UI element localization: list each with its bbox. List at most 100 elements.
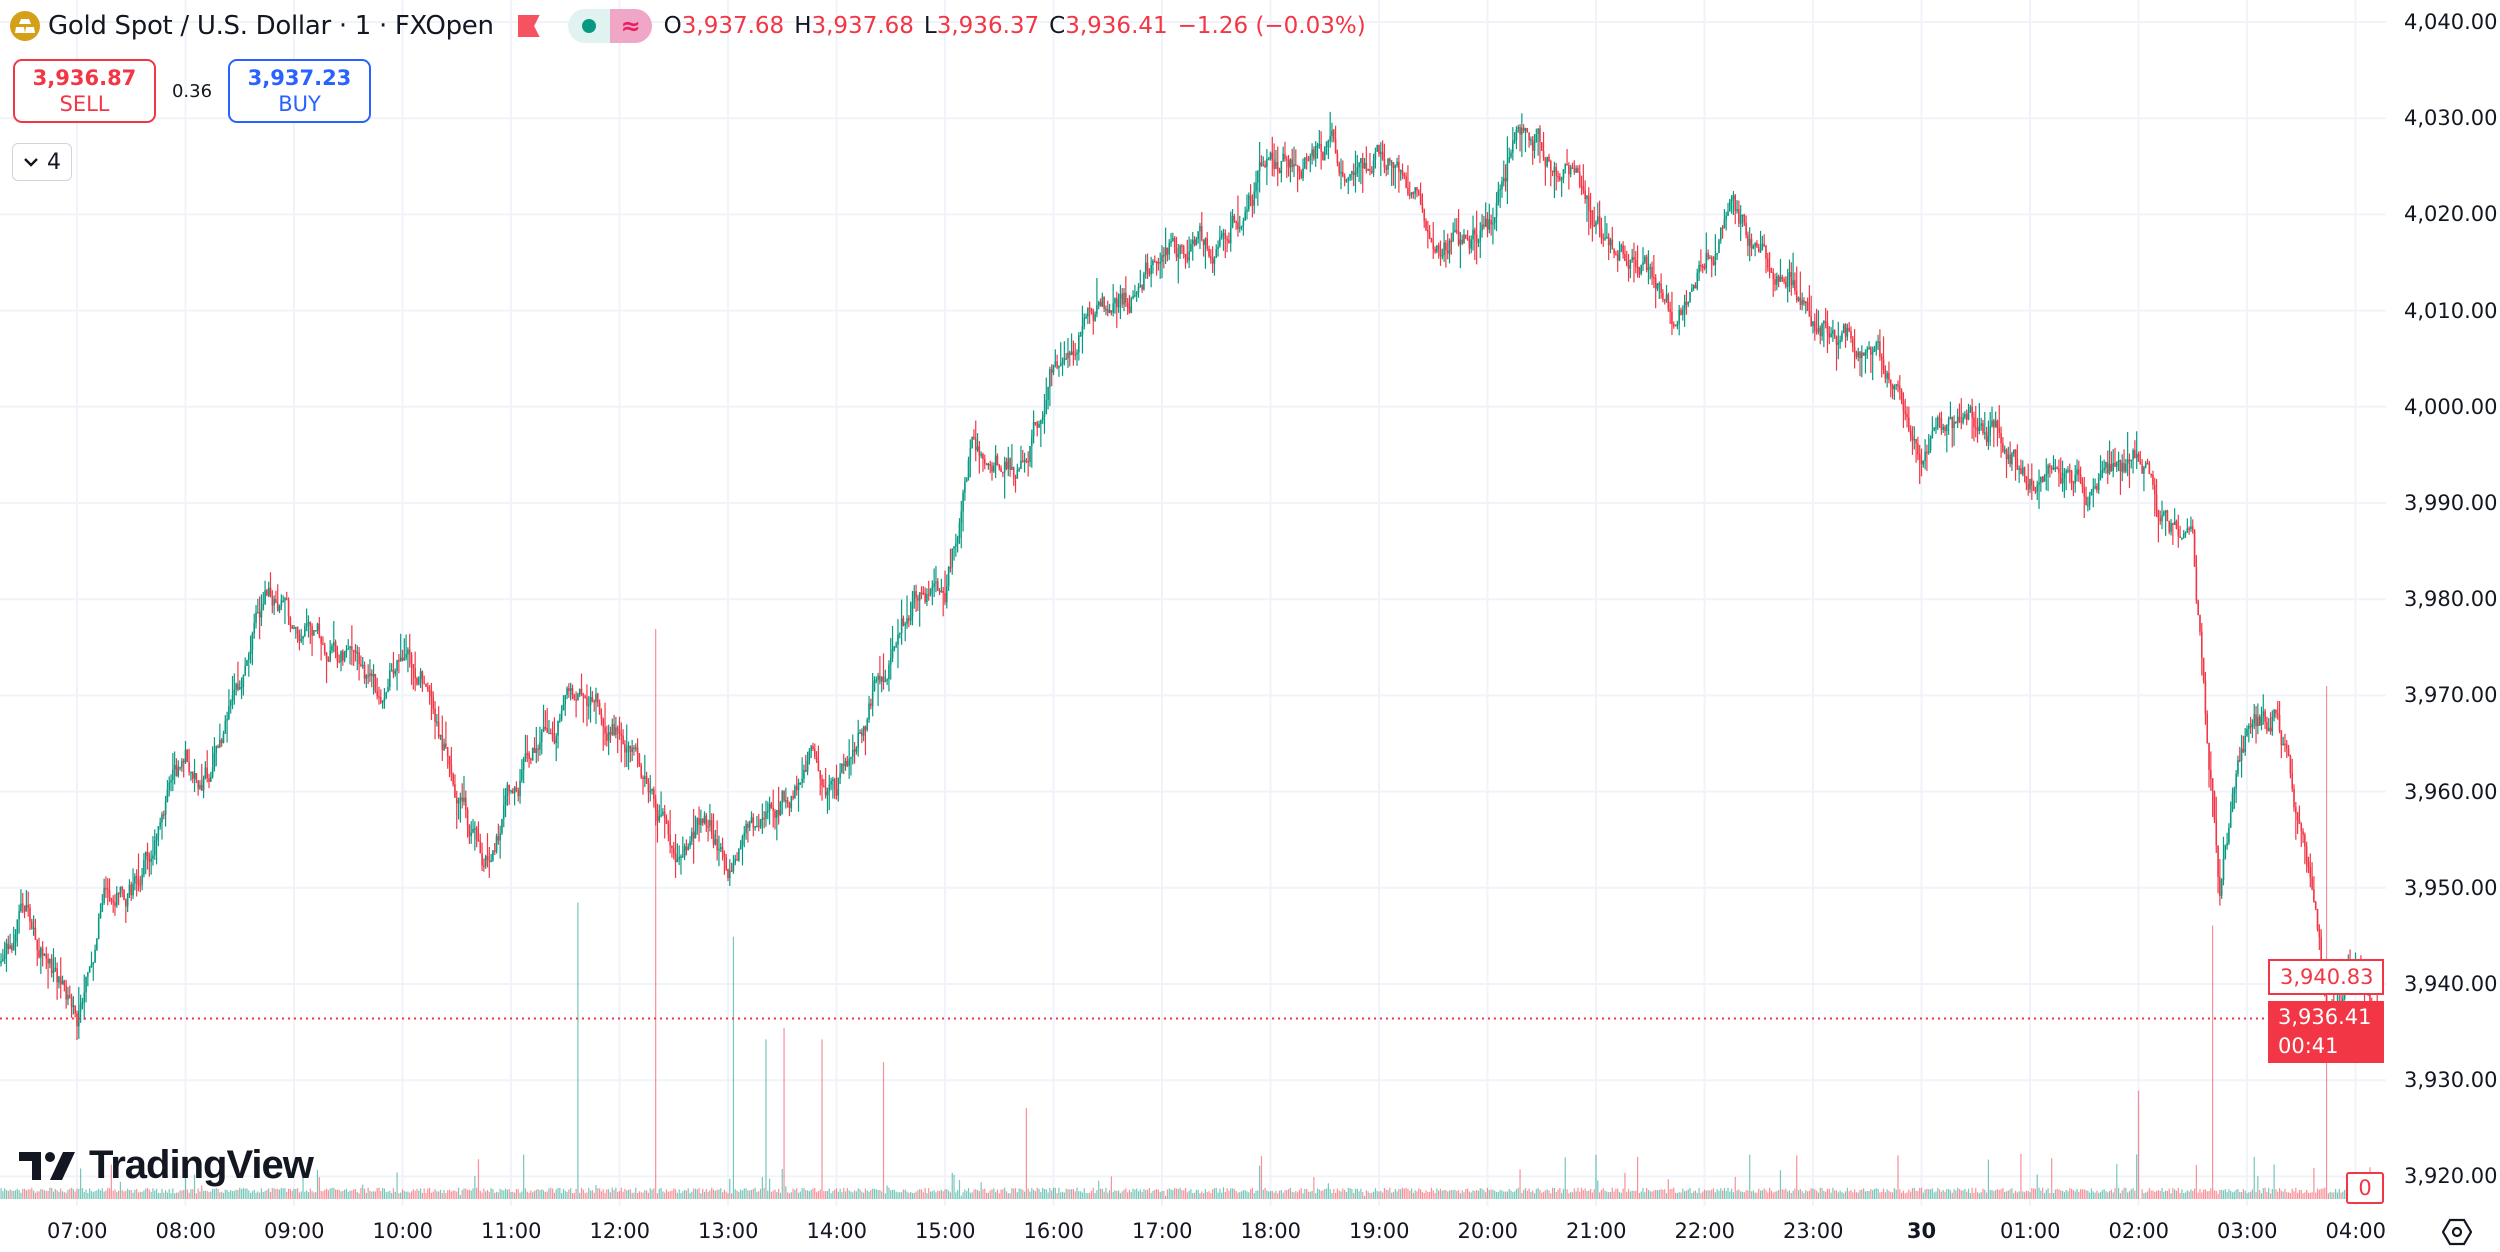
volume-bar [839, 1188, 841, 1199]
x-tick-label: 11:00 [481, 1219, 542, 1243]
candle-body [1647, 267, 1650, 270]
candle-body [1611, 239, 1614, 250]
buy-button[interactable]: 3,937.23 BUY [228, 59, 371, 123]
volume-bar [1971, 1187, 1973, 1199]
volume-bar [2226, 1192, 2228, 1199]
volume-bar [1647, 1189, 1650, 1199]
candle-body [197, 780, 199, 789]
volume-bar [128, 1190, 131, 1199]
candle-body [2040, 476, 2042, 483]
candle-body [647, 783, 650, 793]
volume-bar [1018, 1188, 1020, 1199]
candle-body [360, 664, 362, 666]
candle-body [2126, 459, 2129, 464]
volume-bar [1262, 1189, 1264, 1199]
volume-bar [1481, 1188, 1483, 1199]
volume-bar [2287, 1192, 2290, 1199]
candle-body [14, 934, 17, 942]
volume-bar [1148, 1187, 1150, 1199]
volume-bar [1503, 1191, 1505, 1199]
tradingview-logo[interactable]: TradingView [19, 1143, 314, 1188]
candle-body [1781, 276, 1784, 280]
volume-bar [1814, 1189, 1816, 1199]
candle-body [680, 856, 682, 858]
volume-bar [259, 1192, 261, 1199]
candle-body [1153, 260, 1156, 263]
volume-bar [1398, 1188, 1400, 1199]
candle-body [2193, 530, 2196, 567]
candle-body [1591, 210, 1594, 226]
volume-bar [2253, 1156, 2255, 1199]
candle-body [1369, 169, 1371, 171]
candle-body [159, 822, 161, 827]
candle-body [1143, 273, 1145, 290]
volume-bar [2240, 1192, 2243, 1199]
volume-bar [1450, 1189, 1452, 1199]
candle-body [1159, 262, 1161, 264]
candle-body [3, 954, 6, 960]
candle-body [933, 583, 935, 587]
candle-body [2018, 468, 2020, 470]
candle-body [1747, 235, 1749, 246]
candle-body [1338, 163, 1341, 173]
candle-body [2020, 468, 2022, 474]
last-price-value: 3,936.41 [2278, 1005, 2372, 1029]
candle-body [81, 1002, 84, 1005]
candle-body [1638, 267, 1641, 274]
candle-body [2072, 481, 2075, 484]
candle-body [859, 732, 861, 734]
candle-body [2242, 748, 2245, 753]
candle-body [1018, 468, 1020, 471]
candle-body [1210, 256, 1212, 260]
volume-bar [1345, 1192, 1348, 1199]
candle-body [877, 675, 879, 680]
indicators-toggle-button[interactable]: 4 [12, 143, 72, 181]
candle-body [839, 772, 841, 778]
volume-bar [1284, 1190, 1286, 1199]
candle-body [898, 632, 901, 635]
sell-button[interactable]: 3,936.87 SELL [13, 59, 156, 123]
candle-body [1078, 335, 1080, 353]
volume-bar [2289, 1193, 2291, 1199]
candle-body [457, 799, 460, 804]
symbol-title[interactable]: Gold Spot / U.S. Dollar · 1 · FXOpen [48, 11, 494, 41]
volume-bar [1888, 1190, 1890, 1199]
volume-bar [1848, 1191, 1850, 1199]
candle-body [678, 856, 680, 860]
market-status[interactable]: ≈ [567, 9, 652, 43]
volume-bar [1938, 1189, 1941, 1199]
settings-icon[interactable] [2442, 1218, 2472, 1246]
candle-body [461, 797, 463, 802]
candle-body [1253, 191, 1256, 206]
candle-body [1819, 327, 1822, 337]
candle-body [76, 1013, 78, 1027]
candle-body [49, 958, 51, 964]
candle-body [821, 779, 823, 786]
volume-bar [4, 1188, 6, 1199]
volume-bar [1452, 1189, 1454, 1199]
candle-body [2211, 778, 2214, 792]
high-value: 3,937.68 [811, 13, 914, 39]
volume-bar [2007, 1190, 2009, 1199]
flag-icon[interactable] [517, 15, 540, 37]
volume-bar [1517, 1187, 1519, 1199]
x-tick-label: 18:00 [1240, 1219, 1302, 1243]
candle-body [1289, 159, 1292, 168]
candle-body [1544, 157, 1547, 167]
candle-body [1535, 133, 1538, 143]
candle-body [1139, 285, 1142, 287]
y-tick-label: 3,940.00 [2404, 972, 2498, 996]
volume-bar [1094, 1193, 1096, 1199]
candle-body [2056, 467, 2058, 470]
candle-body [1132, 296, 1134, 299]
volume-bar [1765, 1190, 1767, 1199]
volume-bar [213, 1189, 216, 1199]
volume-bar [1783, 1189, 1785, 1199]
volume-bar [143, 1190, 145, 1199]
candle-body [1280, 160, 1283, 174]
volume-bar [2271, 1188, 2273, 1199]
volume-bar [957, 1190, 959, 1199]
candle-body [106, 888, 109, 891]
candle-body [1307, 159, 1310, 162]
